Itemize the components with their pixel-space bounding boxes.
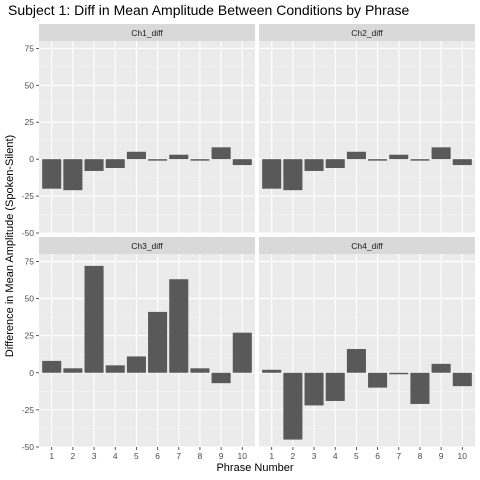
bar <box>410 159 430 161</box>
bar <box>389 372 409 375</box>
bar <box>304 372 324 406</box>
panel-background <box>259 41 475 233</box>
bar <box>431 363 451 373</box>
bar <box>452 159 472 166</box>
bar <box>368 372 388 388</box>
bar <box>346 151 366 160</box>
x-axis-title: Phrase Number <box>216 462 293 474</box>
bar <box>431 147 451 160</box>
facet-strip-label: Ch3_diff <box>131 241 163 251</box>
bar <box>452 372 472 387</box>
bar <box>325 159 345 169</box>
x-tick-label: 4 <box>113 451 118 461</box>
bar <box>232 332 252 373</box>
x-tick-label: 7 <box>176 451 181 461</box>
facet-panel: Ch3_diff -50 -25 0 25 50 75 1 2 3 4 5 6 7 8 9 10 <box>22 237 255 461</box>
bar <box>410 372 430 404</box>
x-tick-label: 6 <box>155 451 160 461</box>
bar <box>63 159 83 191</box>
bar <box>42 159 62 189</box>
bar <box>211 147 231 160</box>
facet-strip <box>259 24 475 41</box>
panel-background <box>39 254 255 447</box>
bar <box>211 372 231 384</box>
y-tick-label: 75 <box>25 43 35 53</box>
y-tick-label: -50 <box>22 228 35 238</box>
x-tick-label: 10 <box>238 451 248 461</box>
bar <box>105 159 125 169</box>
y-axis-title: Difference in Mean Amplitude (Spoken-Sil… <box>4 135 16 357</box>
bar <box>389 154 409 160</box>
bar <box>105 365 125 373</box>
facet-strip <box>39 237 255 254</box>
bar <box>304 159 324 171</box>
panel-background <box>39 41 255 233</box>
facet-strip <box>39 24 255 41</box>
x-tick-label: 5 <box>354 451 359 461</box>
y-tick-label: -25 <box>22 191 35 201</box>
bar <box>126 151 146 160</box>
x-tick-label: 9 <box>439 451 444 461</box>
y-tick-label: 50 <box>25 294 35 304</box>
chart-title: Subject 1: Diff in Mean Amplitude Betwee… <box>8 2 410 18</box>
bar <box>169 279 189 373</box>
y-tick-label: -50 <box>22 442 35 452</box>
bar <box>42 360 62 373</box>
x-tick-label: 7 <box>396 451 401 461</box>
bar <box>262 159 282 189</box>
y-tick-label: 50 <box>25 80 35 90</box>
bar <box>148 311 168 373</box>
x-tick-label: 10 <box>458 451 468 461</box>
x-tick-label: 3 <box>92 451 97 461</box>
bar <box>190 159 210 161</box>
x-tick-label: 9 <box>219 451 224 461</box>
bar <box>368 159 388 161</box>
x-tick-label: 1 <box>269 451 274 461</box>
y-tick-label: -25 <box>22 405 35 415</box>
bar <box>190 368 210 373</box>
facet-strip-label: Ch4_diff <box>351 241 383 251</box>
facet-panel: Ch1_diff -50 -25 0 25 50 75 <box>22 24 255 238</box>
x-tick-label: 4 <box>333 451 338 461</box>
bar <box>325 372 345 401</box>
facet-strip-label: Ch2_diff <box>351 28 383 38</box>
y-tick-label: 25 <box>25 117 35 127</box>
y-tick-label: 0 <box>29 154 34 164</box>
x-tick-label: 2 <box>71 451 76 461</box>
bar <box>84 159 104 171</box>
y-tick-label: 0 <box>29 368 34 378</box>
x-tick-label: 5 <box>134 451 139 461</box>
facet-strip-label: Ch1_diff <box>131 28 163 38</box>
x-tick-label: 1 <box>49 451 54 461</box>
bar <box>262 369 282 373</box>
bar <box>84 265 104 373</box>
x-tick-label: 8 <box>198 451 203 461</box>
x-tick-label: 8 <box>418 451 423 461</box>
bar <box>283 372 303 440</box>
bar <box>169 154 189 160</box>
x-tick-label: 3 <box>312 451 317 461</box>
x-tick-label: 2 <box>291 451 296 461</box>
bar <box>148 159 168 161</box>
bar <box>63 368 83 373</box>
facet-strip <box>259 237 475 254</box>
bar <box>126 356 146 373</box>
facet-panel: Ch4_diff 1 2 3 4 5 6 7 8 9 10 <box>259 237 475 461</box>
bar <box>346 349 366 373</box>
y-tick-label: 75 <box>25 256 35 266</box>
y-tick-label: 25 <box>25 331 35 341</box>
bar <box>283 159 303 191</box>
x-tick-label: 6 <box>375 451 380 461</box>
facet-panels: Ch1_diff-50-250255075Ch2_diffCh3_diff-50… <box>22 24 475 461</box>
bar <box>232 159 252 166</box>
facet-panel: Ch2_diff <box>259 24 475 234</box>
